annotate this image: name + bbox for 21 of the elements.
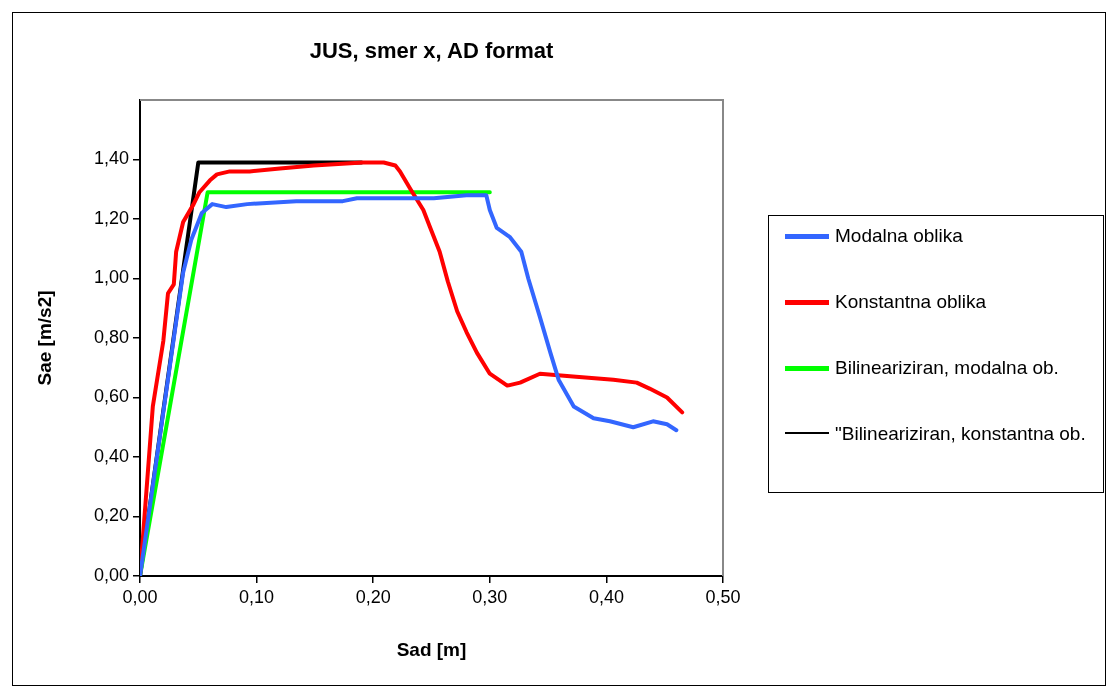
chart-title: JUS, smer x, AD format bbox=[308, 38, 555, 64]
x-tick-label: 0,30 bbox=[472, 586, 508, 607]
legend-label: Modalna oblika bbox=[835, 224, 964, 248]
x-tick-label: 0,10 bbox=[239, 586, 275, 607]
x-tick-label: 0,00 bbox=[122, 586, 158, 607]
y-axis-title: Sae [m/s2] bbox=[33, 290, 55, 386]
legend-label: Bilineariziran, modalna ob. bbox=[835, 356, 1060, 380]
legend-label: Konstantna oblika bbox=[835, 290, 988, 314]
y-tick-label: 1,40 bbox=[93, 148, 129, 169]
x-tick-label: 0,50 bbox=[705, 586, 741, 607]
y-tick-label: 0,00 bbox=[93, 564, 129, 585]
legend-label: "Bilineariziran, konstantna ob. bbox=[835, 422, 1087, 446]
x-axis-title: Sad [m] bbox=[396, 638, 467, 660]
y-tick-label: 0,20 bbox=[93, 505, 129, 526]
y-tick-label: 0,60 bbox=[93, 386, 129, 407]
x-tick-label: 0,20 bbox=[355, 586, 391, 607]
x-tick-label: 0,40 bbox=[588, 586, 624, 607]
y-tick-label: 1,00 bbox=[93, 267, 129, 288]
y-tick-label: 0,40 bbox=[93, 445, 129, 466]
y-tick-label: 0,80 bbox=[93, 326, 129, 347]
y-tick-label: 1,20 bbox=[93, 207, 129, 228]
